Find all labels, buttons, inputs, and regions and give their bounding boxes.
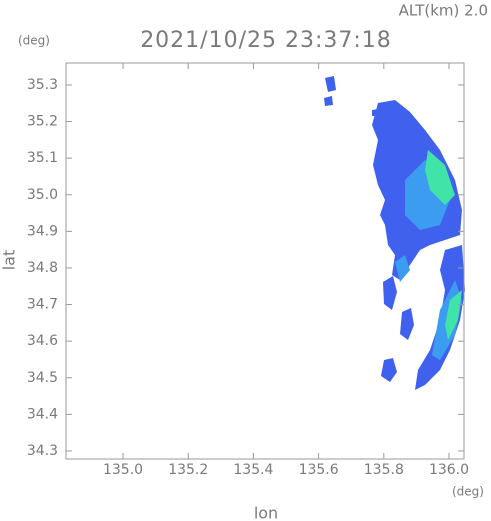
altitude-label: ALT(km) 2.0 — [399, 2, 488, 20]
x-axis-label: lon — [254, 504, 278, 521]
y-tick-label: 35.0 — [27, 187, 58, 203]
y-tick-label: 35.3 — [27, 77, 58, 93]
y-tick-label: 34.5 — [27, 370, 58, 386]
x-tick-label: 136.0 — [429, 462, 469, 478]
y-tick-label: 34.6 — [27, 333, 58, 349]
x-tick-label: 135.4 — [233, 462, 273, 478]
y-tick-label: 34.7 — [27, 297, 58, 313]
chart-title: 2021/10/25 23:37:18 — [140, 28, 392, 53]
x-tick-label: 135.8 — [364, 462, 404, 478]
x-tick-label: 135.6 — [299, 462, 339, 478]
plot-frame — [65, 62, 465, 460]
x-tick-label: 135.0 — [103, 462, 143, 478]
y-tick-label: 34.9 — [27, 223, 58, 239]
x-unit: (deg) — [452, 485, 484, 499]
y-tick-label: 34.3 — [27, 443, 58, 459]
y-tick-label: 35.2 — [27, 114, 58, 130]
y-tick-label: 35.1 — [27, 150, 58, 166]
x-tick-label: 135.2 — [168, 462, 208, 478]
y-unit: (deg) — [18, 34, 50, 48]
y-tick-label: 34.8 — [27, 260, 58, 276]
radar-echo — [324, 76, 465, 390]
y-axis-label: lat — [0, 250, 19, 271]
y-tick-label: 34.4 — [27, 406, 58, 422]
